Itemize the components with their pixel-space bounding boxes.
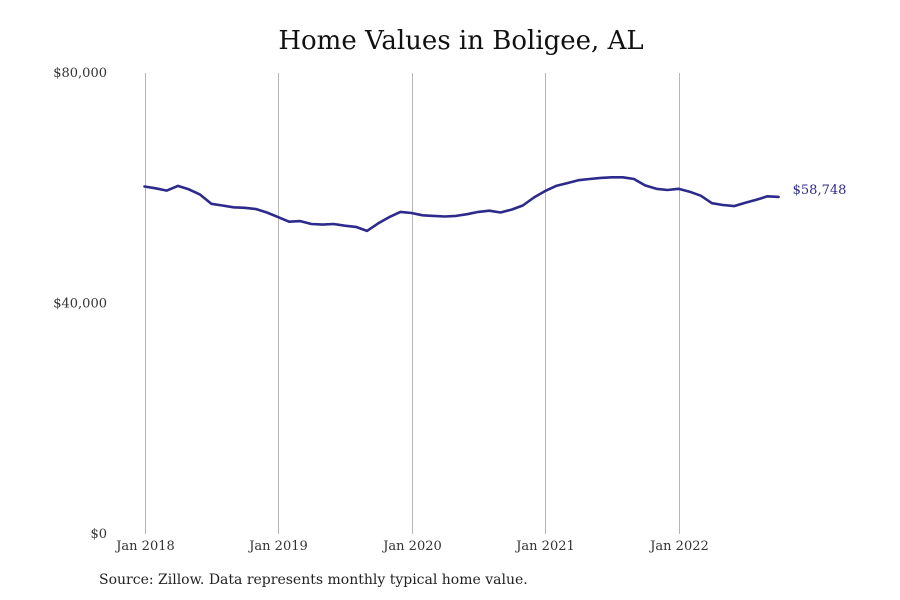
y-tick-label: $40,000 — [53, 297, 107, 312]
end-value-label: $58,748 — [793, 183, 847, 198]
x-tick-label: Jan 2021 — [514, 539, 575, 554]
x-tick-label: Jan 2019 — [247, 539, 308, 554]
x-tick-label: Jan 2020 — [381, 539, 442, 554]
gridlines — [145, 73, 680, 534]
x-tick-label: Jan 2018 — [114, 539, 175, 554]
source-note: Source: Zillow. Data represents monthly … — [99, 572, 528, 588]
y-axis-tick-labels: $0 $40,000 $80,000 — [53, 66, 107, 542]
y-tick-label: $0 — [90, 527, 107, 542]
chart-title: Home Values in Boligee, AL — [278, 26, 644, 56]
x-tick-label: Jan 2022 — [648, 539, 709, 554]
end-label-layer: $58,748 — [793, 183, 847, 198]
x-axis-tick-labels: Jan 2018 Jan 2019 Jan 2020 Jan 2021 Jan 2022 — [114, 539, 709, 554]
series-line — [143, 176, 780, 233]
series-layer — [143, 176, 780, 233]
y-tick-label: $80,000 — [53, 66, 107, 81]
